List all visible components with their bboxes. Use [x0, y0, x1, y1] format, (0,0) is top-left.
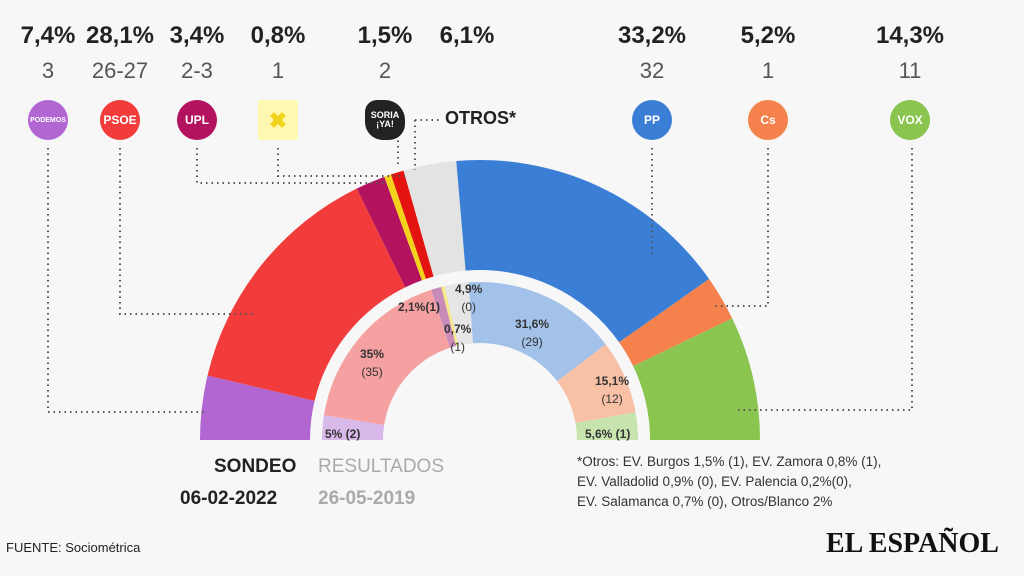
outer-segment-pp [456, 160, 710, 343]
leader-line [196, 148, 385, 184]
inner-segment-upl [431, 286, 457, 348]
inner-label: 0,7% (1) [444, 320, 471, 356]
pct-pp: 33,2% [617, 22, 687, 49]
seats-upl: 2-3 [181, 58, 213, 83]
outer-segment-podemos [200, 375, 315, 440]
psoe-logo: PSOE [100, 100, 140, 140]
inner-pct: 5,6% (1) [585, 427, 631, 441]
upl-logo: UPL [177, 100, 217, 140]
inner-label: 4,9% (0) [455, 280, 482, 316]
inner-label: 31,6% (29) [515, 315, 549, 351]
seats-xav: 1 [271, 58, 285, 83]
outer-segment-psoe [207, 188, 406, 401]
leader-line [735, 148, 913, 411]
inner-pct: 35% [360, 347, 385, 361]
footnote-line: EV. Valladolid 0,9% (0), EV. Palencia 0,… [577, 474, 852, 489]
legend-resultados-date: 26-05-2019 [318, 488, 416, 509]
pct-soriaya: 1,5% [357, 22, 413, 49]
pct-psoe: 28,1% [85, 22, 155, 49]
outer-segment-otros [403, 161, 466, 277]
inner-segment-pp [468, 282, 606, 382]
outer-segment-vox [633, 318, 760, 440]
source: FUENTE: Sociométrica [6, 540, 141, 555]
footnote-line: EV. Salamanca 0,7% (0), Otros/Blanco 2% [577, 494, 833, 509]
inner-seats: (29) [521, 335, 543, 349]
outer-segment-soriaya [390, 170, 434, 279]
seats-pp: 32 [639, 58, 665, 83]
inner-segment-xav [441, 286, 459, 346]
footnote: *Otros: EV. Burgos 1,5% (1), EV. Zamora … [577, 452, 957, 512]
outer-segment-cs [619, 278, 733, 367]
inner-segment-podemos [322, 415, 385, 440]
xav-logo: ✖ [258, 100, 298, 140]
seats-podemos: 3 [41, 58, 55, 83]
inner-segment-vox [575, 412, 638, 440]
outer-segment-xav [384, 174, 426, 281]
outer-segment-upl [356, 176, 422, 288]
pct-otros: 6,1% [439, 22, 495, 49]
leader-line [277, 148, 405, 177]
pct-xav: 0,8% [250, 22, 306, 49]
seats-soriaya: 2 [378, 58, 392, 83]
pp-logo: PP [632, 100, 672, 140]
inner-seats: (12) [601, 392, 623, 406]
inner-label: 5% (2) [325, 425, 360, 443]
inner-seats: (1) [450, 340, 466, 354]
legend-sondeo: SONDEO [214, 456, 297, 477]
inner-pct: 15,1% [595, 374, 630, 388]
soriaya-logo: SORIA ¡YA! [365, 100, 405, 140]
inner-pct: 5% (2) [325, 427, 361, 441]
leader-line [47, 148, 205, 413]
pct-vox: 14,3% [875, 22, 945, 49]
legend-resultados: RESULTADOS [318, 456, 444, 477]
pct-upl: 3,4% [169, 22, 225, 49]
vox-logo: VOX [890, 100, 930, 140]
inner-pct: 31,6% [515, 317, 550, 331]
leader-line [715, 148, 769, 307]
leader-line [119, 148, 255, 315]
cs-logo: Cs [748, 100, 788, 140]
inner-pct: 0,7% [444, 322, 472, 336]
inner-label: 2,1%(1) [398, 298, 440, 316]
pct-podemos: 7,4% [20, 22, 76, 49]
inner-segment-cs [557, 344, 636, 424]
seats-cs: 1 [761, 58, 775, 83]
inner-pct: 2,1%(1) [398, 300, 441, 314]
otros-label: OTROS* [445, 108, 517, 128]
podemos-logo: PODEMOS [28, 100, 68, 140]
inner-seats: (35) [361, 365, 383, 379]
inner-label: 35% (35) [360, 345, 384, 381]
inner-label: 15,1% (12) [595, 372, 629, 408]
pct-cs: 5,2% [740, 22, 796, 49]
seats-vox: 11 [898, 58, 922, 83]
inner-label: 5,6% (1) [585, 425, 630, 443]
footnote-line: *Otros: EV. Burgos 1,5% (1), EV. Zamora … [577, 454, 882, 469]
inner-segment-otros [444, 282, 473, 346]
inner-pct: 4,9% [455, 282, 483, 296]
seats-psoe: 26-27 [91, 58, 149, 83]
inner-seats: (0) [461, 300, 477, 314]
legend-sondeo-date: 06-02-2022 [180, 488, 278, 509]
soria-ya-logo-text: SORIA ¡YA! [370, 110, 400, 129]
inner-segment-psoe [323, 289, 451, 425]
brand-logo: EL ESPAÑOL [826, 528, 999, 559]
